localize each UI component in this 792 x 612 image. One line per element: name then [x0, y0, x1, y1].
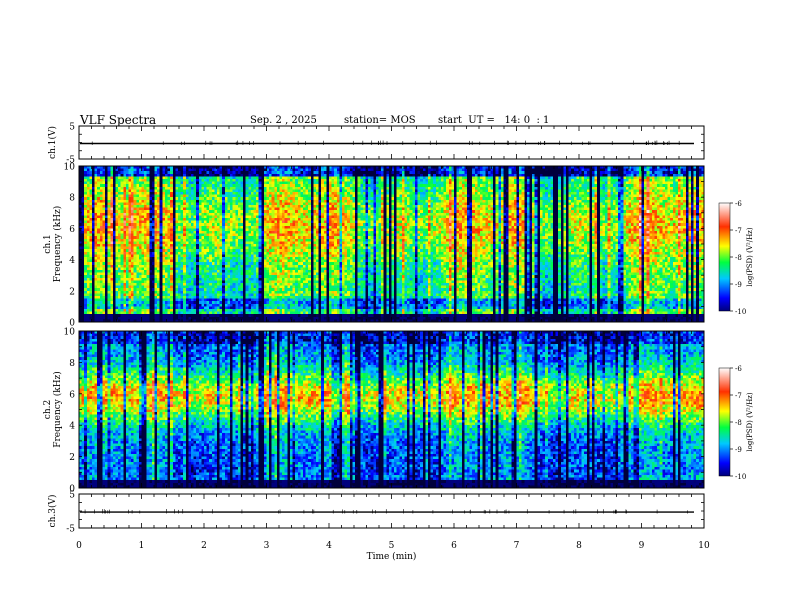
y-tick-label: 4: [69, 256, 75, 266]
colorbar-ch2: [718, 367, 731, 477]
colorbar-tick-label: -8: [735, 419, 742, 427]
x-axis-label: Time (min): [367, 551, 417, 562]
y-tick-label: 6: [69, 390, 75, 400]
x-tick-label: 7: [514, 541, 520, 551]
colorbar-tick-label: -10: [735, 473, 746, 481]
start-time-label: start UT = 14: 0 : 1: [438, 115, 550, 126]
colorbar-tick-label: -6: [735, 365, 742, 373]
spectrogram-ch1: [79, 166, 704, 322]
x-tick-label: 3: [264, 541, 270, 551]
spectrogram-ch2: [79, 331, 704, 488]
colorbar-tick-label: -9: [735, 446, 742, 454]
y-axis-label: ch.1Frequency (kHz): [43, 206, 63, 283]
x-tick-label: 8: [576, 541, 582, 551]
y-tick-label: 6: [69, 225, 75, 235]
y-tick-label: 2: [69, 287, 75, 297]
y-tick-label: 10: [64, 328, 76, 338]
y-tick-label: 2: [69, 453, 75, 463]
y-tick-label: -5: [66, 156, 75, 166]
date-label: Sep. 2 , 2025: [250, 115, 317, 126]
x-tick-label: 5: [389, 541, 395, 551]
y-tick-label: 8: [69, 194, 75, 204]
colorbar-tick-label: -7: [735, 227, 742, 235]
y-tick-label: -5: [66, 525, 75, 535]
colorbar-tick-label: -6: [735, 200, 742, 208]
x-tick-label: 10: [698, 541, 710, 551]
y-tick-label: 5: [69, 123, 75, 133]
y-tick-label: 10: [64, 163, 76, 173]
colorbar-tick-label: -7: [735, 392, 742, 400]
colorbar-tick-label: -10: [735, 308, 746, 316]
y-axis-label: ch.1(V): [47, 126, 58, 159]
y-tick-label: 4: [69, 422, 75, 432]
y-tick-label: 0: [69, 485, 75, 495]
x-tick-label: 1: [139, 541, 145, 551]
colorbar-label: log(PSD) (V²/Hz): [746, 392, 754, 451]
y-axis-label: ch.2Frequency (kHz): [43, 371, 63, 448]
colorbar-tick-label: -9: [735, 281, 742, 289]
y-axis-label: ch.3(V): [47, 495, 58, 528]
x-tick-label: 9: [639, 541, 645, 551]
colorbar-ch1: [718, 202, 731, 312]
y-tick-label: 8: [69, 359, 75, 369]
colorbar-label: log(PSD) (V²/Hz): [746, 227, 754, 286]
colorbar-tick-label: -8: [735, 254, 742, 262]
x-tick-label: 2: [201, 541, 207, 551]
figure-title: VLF Spectra: [80, 113, 157, 127]
x-tick-label: 6: [451, 541, 457, 551]
x-tick-label: 0: [76, 541, 82, 551]
panel-frame-4: [78, 493, 705, 529]
y-tick-label: 0: [69, 319, 75, 329]
x-tick-label: 4: [326, 541, 332, 551]
station-label: station= MOS: [344, 115, 416, 126]
y-tick-label: 5: [69, 491, 75, 501]
